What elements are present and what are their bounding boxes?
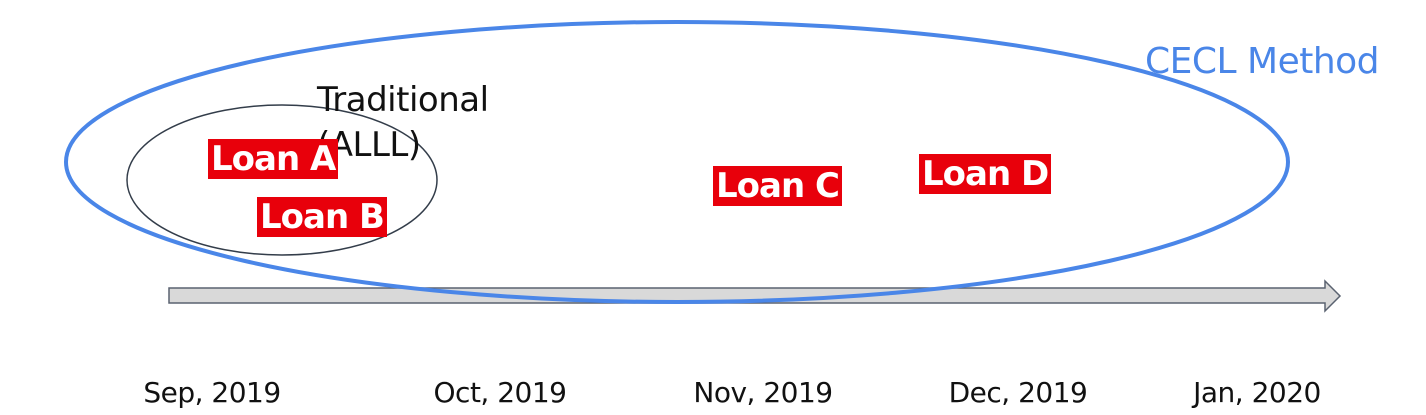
traditional-ellipse bbox=[126, 104, 438, 256]
tick-label-jan-2020: Jan, 2020 bbox=[1193, 376, 1321, 409]
tick-label-oct-2019: Oct, 2019 bbox=[433, 376, 567, 409]
traditional-label: Traditional (ALLL) bbox=[317, 78, 489, 168]
cecl-method-label: CECL Method bbox=[1145, 41, 1380, 82]
tick-label-sep-2019: Sep, 2019 bbox=[143, 376, 281, 409]
loan-b-box: Loan B bbox=[257, 197, 387, 237]
cecl-ellipse bbox=[64, 20, 1290, 304]
loan-a-box: Loan A bbox=[208, 139, 339, 179]
traditional-label-line2: (ALLL) bbox=[317, 125, 421, 165]
loan-d-box: Loan D bbox=[919, 154, 1052, 194]
tick-label-dec-2019: Dec, 2019 bbox=[948, 376, 1088, 409]
timeline-arrow bbox=[168, 279, 1342, 313]
loan-c-box: Loan C bbox=[713, 166, 842, 206]
tick-label-nov-2019: Nov, 2019 bbox=[693, 376, 833, 409]
traditional-label-line1: Traditional bbox=[317, 80, 489, 120]
